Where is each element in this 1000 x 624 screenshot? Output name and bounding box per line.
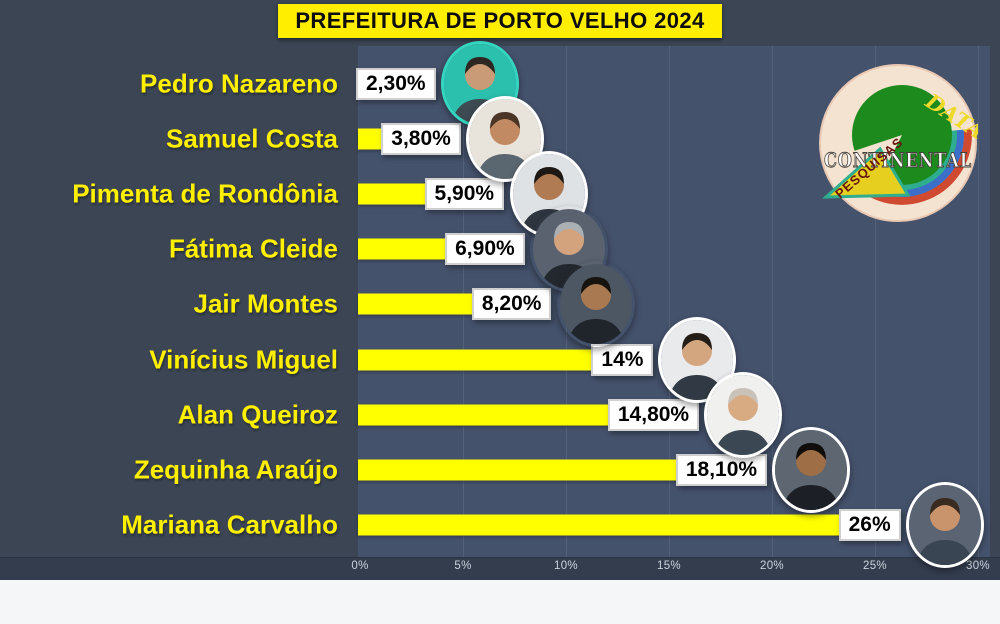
value-label: 8,20% bbox=[471, 288, 552, 321]
candidate-photo bbox=[704, 371, 782, 458]
candidate-name: Vinícius Miguel bbox=[149, 344, 338, 374]
candidate-photo bbox=[906, 481, 984, 568]
bar bbox=[358, 514, 896, 536]
gridline bbox=[669, 46, 670, 557]
value-label: 6,90% bbox=[445, 233, 525, 266]
person-silhouette-icon bbox=[909, 484, 981, 565]
bar bbox=[358, 404, 665, 426]
x-tick-label: 25% bbox=[863, 560, 887, 572]
bottom-white-strip bbox=[0, 580, 1000, 624]
x-tick-label: 5% bbox=[454, 560, 472, 572]
candidate-name: Zequinha Araújo bbox=[133, 454, 338, 485]
value-label: 2,30% bbox=[356, 68, 436, 100]
candidate-name: Mariana Carvalho bbox=[121, 509, 338, 540]
candidate-photo bbox=[557, 261, 635, 347]
chart-title: PREFEITURA DE PORTO VELHO 2024 bbox=[278, 4, 722, 38]
x-tick-label: 0% bbox=[351, 560, 369, 572]
gridline bbox=[772, 46, 773, 557]
value-label: 5,90% bbox=[424, 178, 505, 211]
chart-panel: 0% 5% 10% 15% 20% 25% 30% PREFEITURA DE PORTO … bbox=[0, 0, 1000, 581]
candidate-name: Jair Montes bbox=[193, 288, 339, 319]
candidate-name: Fátima Cleide bbox=[168, 233, 338, 264]
value-label: 14% bbox=[591, 343, 654, 376]
value-label: 18,10% bbox=[675, 453, 768, 486]
gridline bbox=[978, 46, 979, 557]
value-label: 26% bbox=[838, 508, 901, 541]
candidate-name: Alan Queiroz bbox=[177, 399, 338, 430]
value-label: 14,80% bbox=[607, 398, 700, 431]
value-label: 3,80% bbox=[381, 123, 461, 156]
person-silhouette-icon bbox=[707, 374, 779, 455]
person-silhouette-icon bbox=[775, 429, 847, 510]
bar bbox=[358, 459, 733, 481]
x-tick-label: 30% bbox=[966, 560, 990, 572]
chart-title-text: PREFEITURA DE PORTO VELHO 2024 bbox=[295, 8, 705, 33]
candidate-name: Pedro Nazareno bbox=[140, 68, 338, 99]
logo-pie-slice-icon bbox=[821, 146, 911, 199]
candidate-photo bbox=[772, 426, 850, 513]
person-silhouette-icon bbox=[560, 264, 632, 345]
pollster-logo-badge: DATA CONTINENTAL PESQUISAS bbox=[819, 64, 989, 222]
candidate-name: Samuel Costa bbox=[166, 123, 338, 154]
x-tick-label: 10% bbox=[554, 560, 578, 572]
logo-word-continental: CONTINENTAL bbox=[824, 148, 972, 172]
candidate-name: Pimenta de Rondônia bbox=[72, 178, 338, 209]
gridline bbox=[875, 46, 876, 557]
pollster-logo: DATA CONTINENTAL PESQUISAS bbox=[818, 63, 989, 225]
bar bbox=[358, 349, 649, 370]
x-axis bbox=[0, 557, 1000, 581]
x-tick-label: 20% bbox=[760, 560, 784, 572]
x-tick-label: 15% bbox=[657, 560, 681, 572]
